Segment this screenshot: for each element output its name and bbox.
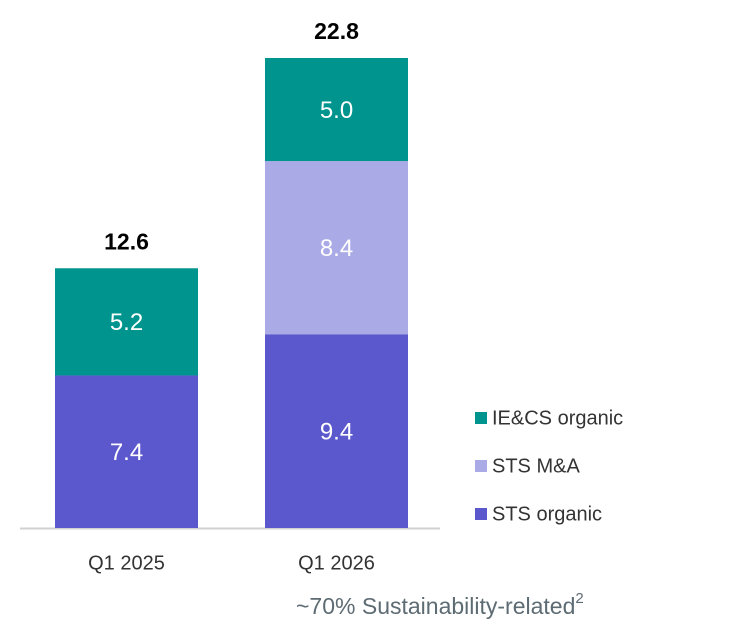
legend-label: STS organic — [492, 503, 602, 525]
annotation: ~70% Sustainability-related2 — [296, 590, 584, 619]
legend-swatch — [475, 460, 487, 472]
value-label: 5.2 — [110, 309, 143, 336]
legend-swatch — [475, 412, 487, 424]
total-label: 22.8 — [314, 18, 359, 44]
value-label: 5.0 — [320, 97, 353, 124]
value-label: 9.4 — [320, 418, 353, 445]
bar-segment — [55, 268, 198, 376]
bar-segment — [265, 334, 408, 528]
value-label: 7.4 — [110, 439, 143, 466]
total-label: 12.6 — [104, 228, 149, 254]
legend-swatch — [475, 508, 487, 520]
bar-segment — [265, 58, 408, 162]
x-tick-label: Q1 2026 — [298, 552, 375, 574]
bar-segment — [55, 375, 198, 528]
bar-segment — [265, 161, 408, 335]
legend-label: STS M&A — [492, 455, 580, 477]
value-label: 8.4 — [320, 235, 353, 262]
x-tick-label: Q1 2025 — [88, 552, 165, 574]
legend-label: IE&CS organic — [492, 407, 623, 429]
